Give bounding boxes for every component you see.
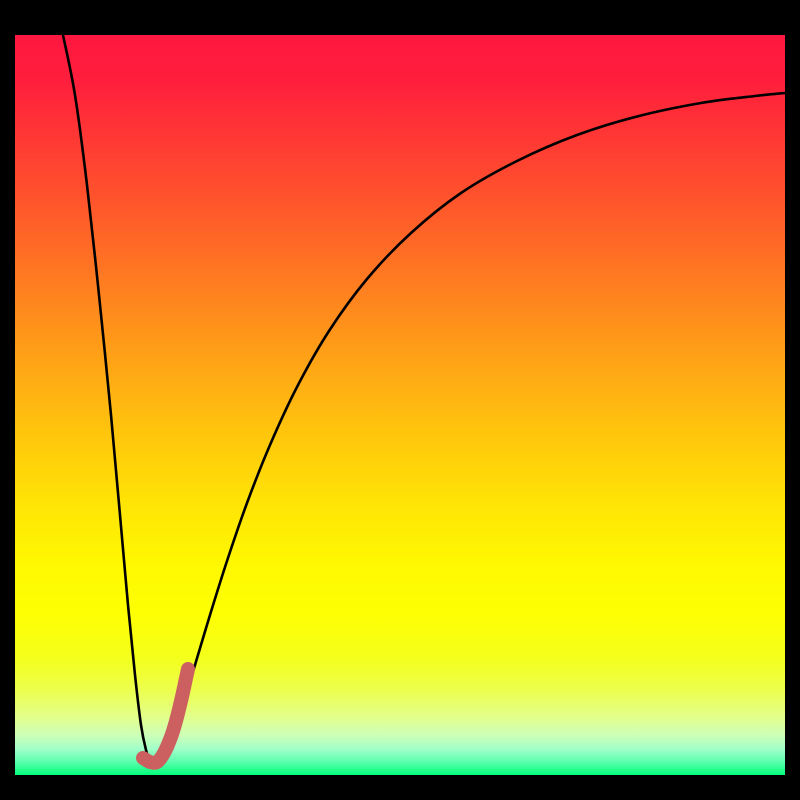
chart-frame — [0, 0, 800, 800]
